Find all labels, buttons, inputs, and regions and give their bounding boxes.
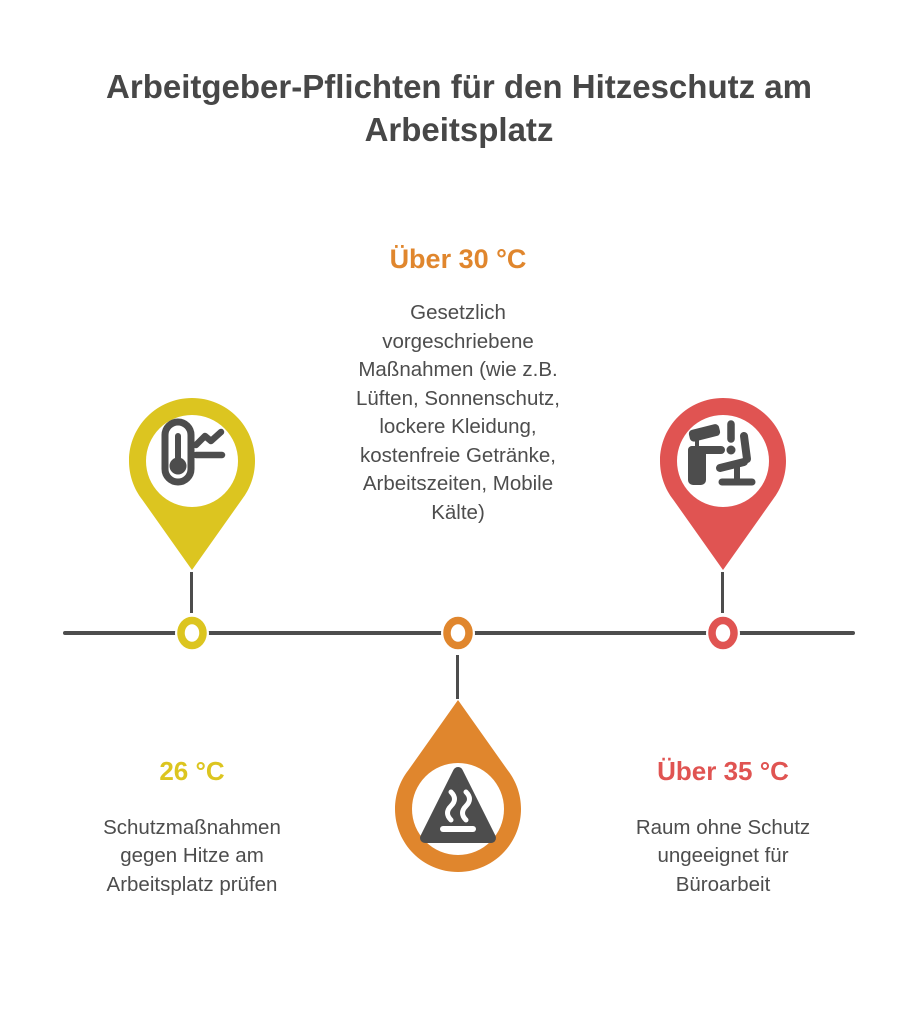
milestone-26-temp-label: 26 °C [159, 756, 225, 786]
timeline-marker-over-35c [706, 615, 740, 651]
desk-workplace-warning-icon [688, 420, 756, 486]
timeline-marker-over-30c [441, 615, 475, 651]
milestone-over-30-temp-label: Über 30 °C [389, 244, 527, 274]
pin-over-30c [395, 700, 521, 872]
milestone-over-30-description: Gesetzlich vorgeschriebene Maßnahmen (wi… [355, 301, 560, 524]
page-title: Arbeitgeber-Pflichten für den Hitzeschut… [106, 68, 812, 148]
connector-stem-over-35c [721, 572, 724, 613]
timeline-marker-26c [175, 615, 209, 651]
milestone-over-35-description: Raum ohne Schutz ungeeignet für Büroarbe… [635, 815, 811, 896]
connector-stem-26c [190, 572, 193, 613]
milestone-26: 26 °C Schutzmaßnahmen gegen Hitze am Arb… [72, 756, 312, 899]
milestone-over-35: Über 35 °C Raum ohne Schutz ungeeignet f… [603, 756, 843, 899]
milestone-26-description: Schutzmaßnahmen gegen Hitze am Arbeitspl… [103, 815, 281, 896]
pin-26c [129, 398, 255, 570]
hot-surface-warning-icon [420, 767, 496, 843]
pin-over-35c [660, 398, 786, 570]
connector-stem-over-30c [456, 655, 459, 699]
milestone-over-35-temp-label: Über 35 °C [657, 756, 789, 786]
thermometer-rising-trend-icon [161, 418, 226, 486]
milestone-over-30: Über 30 °C Gesetzlich vorgeschriebene Ma… [338, 244, 578, 527]
